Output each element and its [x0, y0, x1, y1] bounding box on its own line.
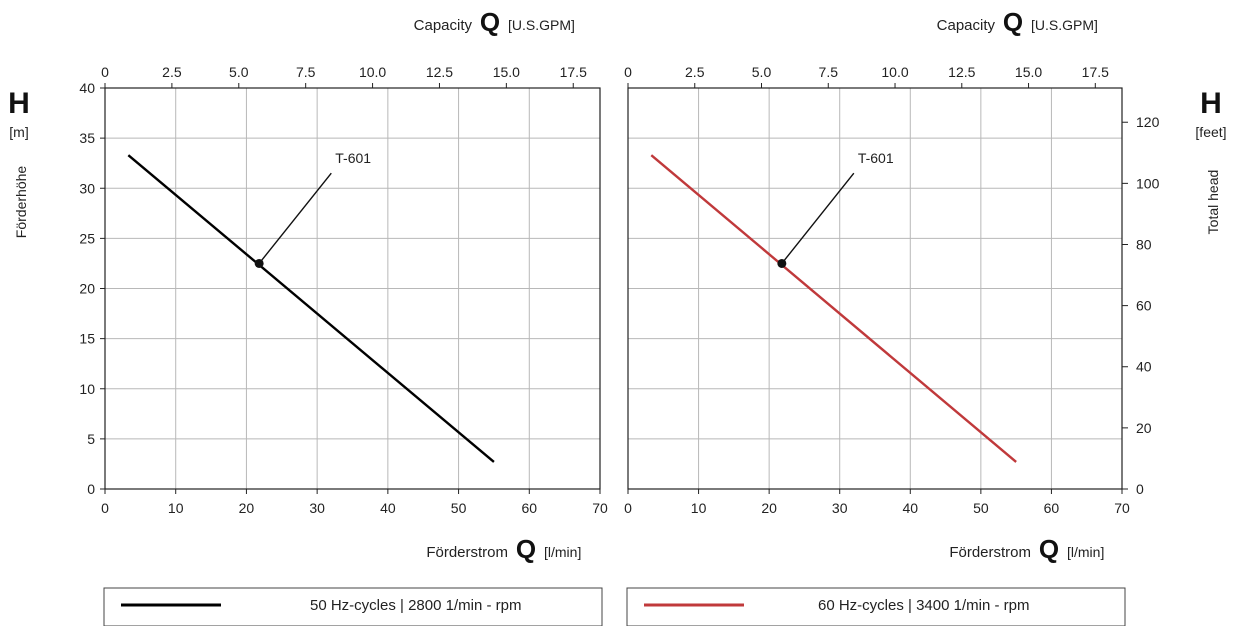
x2-tick-label: 12.5	[426, 64, 453, 80]
annotation-leader-line	[781, 172, 855, 264]
x-tick-label: 70	[1114, 500, 1130, 516]
series-line	[650, 154, 1017, 463]
y2-tick-label: 60	[1136, 298, 1152, 314]
x2-tick-label: 15.0	[1015, 64, 1042, 80]
x2-tick-label: 0	[101, 64, 109, 80]
right-axis-symbol: H	[1200, 87, 1222, 120]
left-axis-label: Förderhöhe	[13, 166, 29, 239]
y2-tick-label: 120	[1136, 114, 1160, 130]
x-tick-label: 20	[239, 500, 255, 516]
y-tick-label: 20	[79, 281, 95, 297]
x2-tick-label: 10.0	[881, 64, 908, 80]
annotation-label: T-601	[858, 150, 894, 166]
left-axis-symbol: H	[8, 87, 30, 120]
y-tick-label: 35	[79, 130, 95, 146]
x2-tick-label: 12.5	[948, 64, 975, 80]
bottom-axis-symbol-right: Q	[1039, 534, 1059, 564]
x-tick-label: 20	[761, 500, 777, 516]
y2-tick-label: 100	[1136, 175, 1160, 191]
plot-frame	[627, 87, 1123, 490]
bottom-axis-label-right: Förderstrom	[949, 544, 1031, 561]
top-axis-label-right: Capacity	[937, 17, 996, 34]
x2-tick-label: 7.5	[819, 64, 839, 80]
legend-box-50hz	[103, 587, 603, 626]
top-axis-unit-right: [U.S.GPM]	[1031, 17, 1098, 33]
bottom-axis-unit-left: [l/min]	[544, 544, 581, 560]
y2-tick-label: 0	[1136, 481, 1144, 497]
left-axis-unit: [m]	[9, 124, 28, 140]
x2-tick-label: 2.5	[162, 64, 182, 80]
x2-tick-label: 17.5	[560, 64, 587, 80]
annotation-label: T-601	[335, 150, 371, 166]
y2-tick-label: 40	[1136, 359, 1152, 375]
top-axis-symbol-right: Q	[1003, 7, 1023, 37]
x2-tick-label: 0	[624, 64, 632, 80]
x-tick-label: 0	[624, 500, 632, 516]
legend-text-60hz: 60 Hz-cycles | 3400 1/min - rpm	[818, 597, 1029, 614]
x-tick-label: 0	[101, 500, 109, 516]
top-axis-unit-left: [U.S.GPM]	[508, 17, 575, 33]
y-tick-label: 5	[87, 431, 95, 447]
right-axis-unit: [feet]	[1195, 124, 1226, 140]
bottom-axis-symbol-left: Q	[516, 534, 536, 564]
x2-tick-label: 5.0	[229, 64, 249, 80]
legend-text-50hz: 50 Hz-cycles | 2800 1/min - rpm	[310, 597, 521, 614]
operating-point-marker	[777, 258, 787, 268]
right-axis-label: Total head	[1205, 170, 1221, 235]
x2-tick-label: 7.5	[296, 64, 316, 80]
x-tick-label: 40	[902, 500, 918, 516]
x-tick-label: 40	[380, 500, 396, 516]
operating-point-marker	[254, 258, 264, 268]
x-tick-label: 60	[1044, 500, 1060, 516]
y2-tick-label: 20	[1136, 420, 1152, 436]
bottom-axis-label-left: Förderstrom	[426, 544, 508, 561]
x2-tick-label: 2.5	[685, 64, 705, 80]
series-line	[127, 154, 495, 463]
chart-panel-50hz: 0 10 20 30 40 50 60 700 2.5 5.0 7.5 10.0 12.5 15.0 17.…	[79, 64, 608, 516]
y-tick-label: 25	[79, 230, 95, 246]
x2-tick-label: 15.0	[493, 64, 520, 80]
x-tick-label: 70	[592, 500, 608, 516]
x-tick-label: 30	[309, 500, 325, 516]
top-axis-symbol-left: Q	[480, 7, 500, 37]
y-tick-label: 30	[79, 180, 95, 196]
y-tick-label: 15	[79, 331, 95, 347]
y-tick-label: 0	[87, 481, 95, 497]
x2-tick-label: 5.0	[752, 64, 772, 80]
bottom-axis-unit-right: [l/min]	[1067, 544, 1104, 560]
x-tick-label: 50	[451, 500, 467, 516]
x-tick-label: 10	[168, 500, 184, 516]
legend-box-60hz	[626, 587, 1126, 626]
chart-panel-60hz: 0 10 20 30 40 50 60 70 0 2.5 5.0 7.5 10.0 12.5 15.0 17.…	[624, 64, 1159, 516]
x-tick-label: 60	[521, 500, 537, 516]
annotation-leader-line	[258, 172, 332, 264]
x-tick-label: 50	[973, 500, 989, 516]
x-tick-label: 30	[832, 500, 848, 516]
x2-tick-label: 17.5	[1082, 64, 1109, 80]
x2-tick-label: 10.0	[359, 64, 386, 80]
top-axis-label-left: Capacity	[414, 17, 473, 34]
y2-tick-label: 80	[1136, 236, 1152, 252]
y-tick-label: 40	[79, 80, 95, 96]
y-tick-label: 10	[79, 381, 95, 397]
x-tick-label: 10	[691, 500, 707, 516]
